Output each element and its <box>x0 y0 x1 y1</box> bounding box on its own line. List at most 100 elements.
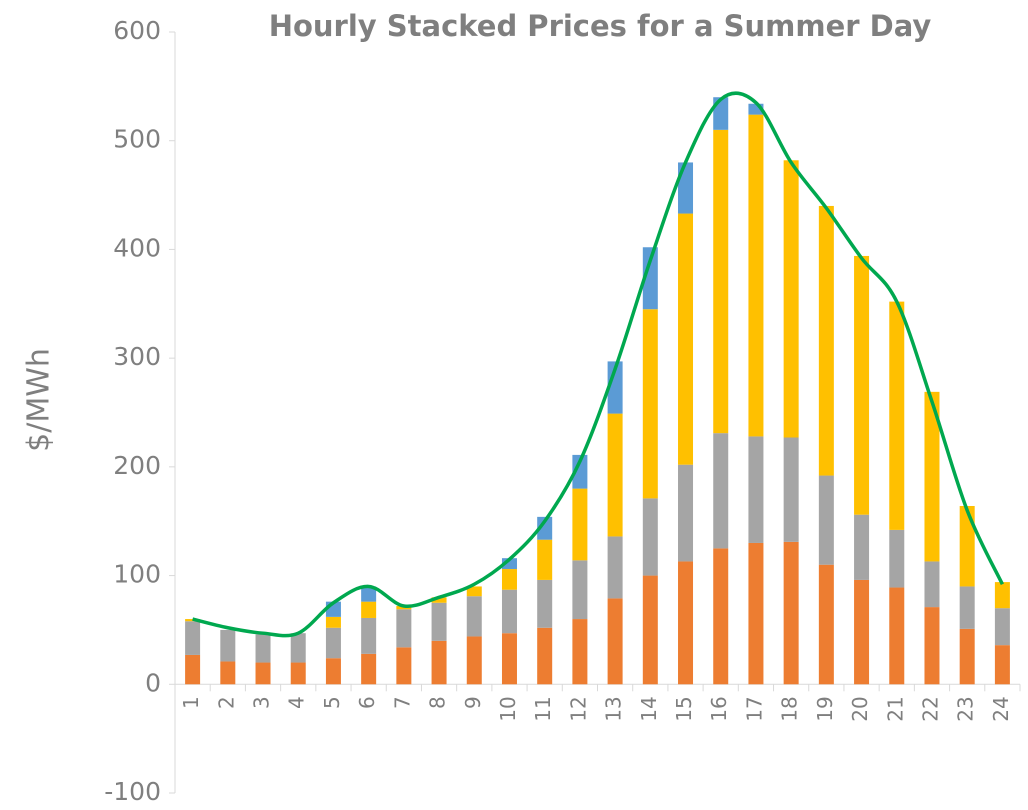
x-tick-label: 7 <box>390 696 414 709</box>
total-line <box>192 91 1004 638</box>
bar-segment <box>537 627 553 685</box>
bar-segment <box>713 548 729 685</box>
bar-segment <box>537 579 553 628</box>
bar-segment <box>466 586 482 597</box>
bar-segment <box>924 607 940 685</box>
x-tick-label: 15 <box>672 696 696 721</box>
bar-segment <box>748 114 764 437</box>
bar-segment <box>501 569 517 590</box>
x-tick-label: 14 <box>637 696 661 721</box>
bar-segment <box>607 536 623 599</box>
bar-segment <box>220 629 236 662</box>
bar-segment <box>818 475 834 565</box>
bar-segment <box>748 542 764 685</box>
y-tick-label: 200 <box>113 451 161 480</box>
x-tick-label: 16 <box>707 696 731 721</box>
x-tick-label: 5 <box>320 696 344 709</box>
bar-segment <box>959 586 975 629</box>
x-tick-label: 6 <box>355 696 379 709</box>
bar-segment <box>537 516 553 540</box>
y-tick-label: -100 <box>104 777 161 806</box>
bar-segment <box>325 627 341 659</box>
bar-segment <box>854 514 870 580</box>
x-tick-label: 17 <box>742 696 766 721</box>
bar-segment <box>501 589 517 634</box>
bar-segment <box>185 654 201 685</box>
bar-segment <box>994 608 1010 646</box>
bar-segment <box>748 436 764 543</box>
bar-segment <box>361 617 377 654</box>
bar-segment <box>572 454 588 489</box>
bar-segment <box>783 160 799 438</box>
bar-segment <box>678 162 694 214</box>
bar-segment <box>713 433 729 549</box>
bar-segment <box>994 582 1010 609</box>
x-tick-label: 13 <box>602 696 626 721</box>
bar-segment <box>607 598 623 685</box>
x-tick-label: 11 <box>531 696 555 721</box>
x-tick-label: 12 <box>566 696 590 721</box>
x-tick-label: 20 <box>848 696 872 721</box>
bar-segment <box>818 564 834 685</box>
bar-segment <box>748 103 764 115</box>
bar-segment <box>959 628 975 685</box>
x-tick-label: 2 <box>214 696 238 709</box>
bar-segment <box>290 662 306 685</box>
bar-segment <box>466 636 482 685</box>
x-tick-label: 3 <box>250 696 274 709</box>
x-tick-label: 8 <box>426 696 450 709</box>
bar-segment <box>325 616 341 628</box>
bar-segment <box>572 488 588 561</box>
bar-segment <box>713 129 729 434</box>
bar-segment <box>642 498 658 576</box>
bar-segment <box>501 633 517 685</box>
bar-segment <box>607 413 623 537</box>
bar-segment <box>396 647 412 685</box>
bar-segment <box>678 561 694 685</box>
bar-segment <box>537 539 553 580</box>
x-tick-label: 1 <box>179 696 203 709</box>
bar-segment <box>994 645 1010 685</box>
y-tick-label: 300 <box>113 342 161 371</box>
bar-segment <box>431 602 447 641</box>
x-tick-label: 10 <box>496 696 520 721</box>
bar-segment <box>889 587 905 685</box>
bar-segment <box>924 391 940 562</box>
chart-title: Hourly Stacked Prices for a Summer Day <box>269 9 932 43</box>
bar-segment <box>501 558 517 570</box>
y-tick-label: 100 <box>113 560 161 589</box>
bar-segment <box>889 301 905 530</box>
bar-segment <box>818 205 834 476</box>
x-tick-label: 24 <box>989 696 1013 721</box>
bar-segment <box>361 653 377 685</box>
bar-segment <box>325 658 341 685</box>
bar-segment <box>678 213 694 465</box>
y-tick-label: 600 <box>113 16 161 45</box>
bar-segment <box>255 634 271 663</box>
y-tick-label: 0 <box>145 668 161 697</box>
x-tick-label: 23 <box>954 696 978 721</box>
x-tick-label: 4 <box>285 696 309 709</box>
bar-segment <box>854 579 870 685</box>
bar-segment <box>220 661 236 685</box>
bar-segment <box>361 601 377 618</box>
x-tick-label: 18 <box>778 696 802 721</box>
bar-segment <box>572 560 588 620</box>
bar-segment <box>572 619 588 685</box>
bar-segment <box>396 609 412 648</box>
x-tick-label: 9 <box>461 696 485 709</box>
bar-segment <box>959 505 975 587</box>
bar-segment <box>290 633 306 663</box>
x-tick-label: 19 <box>813 696 837 721</box>
x-tick-label: 22 <box>918 696 942 721</box>
bar-segment <box>783 437 799 542</box>
bar-segment <box>889 529 905 588</box>
bar-segment <box>924 561 940 608</box>
bar-segment <box>431 640 447 685</box>
y-axis-label: $/MWh <box>22 348 57 452</box>
bar-segment <box>466 596 482 637</box>
bar-segment <box>854 255 870 515</box>
bar-segment <box>642 575 658 685</box>
bar-segment <box>185 621 201 655</box>
